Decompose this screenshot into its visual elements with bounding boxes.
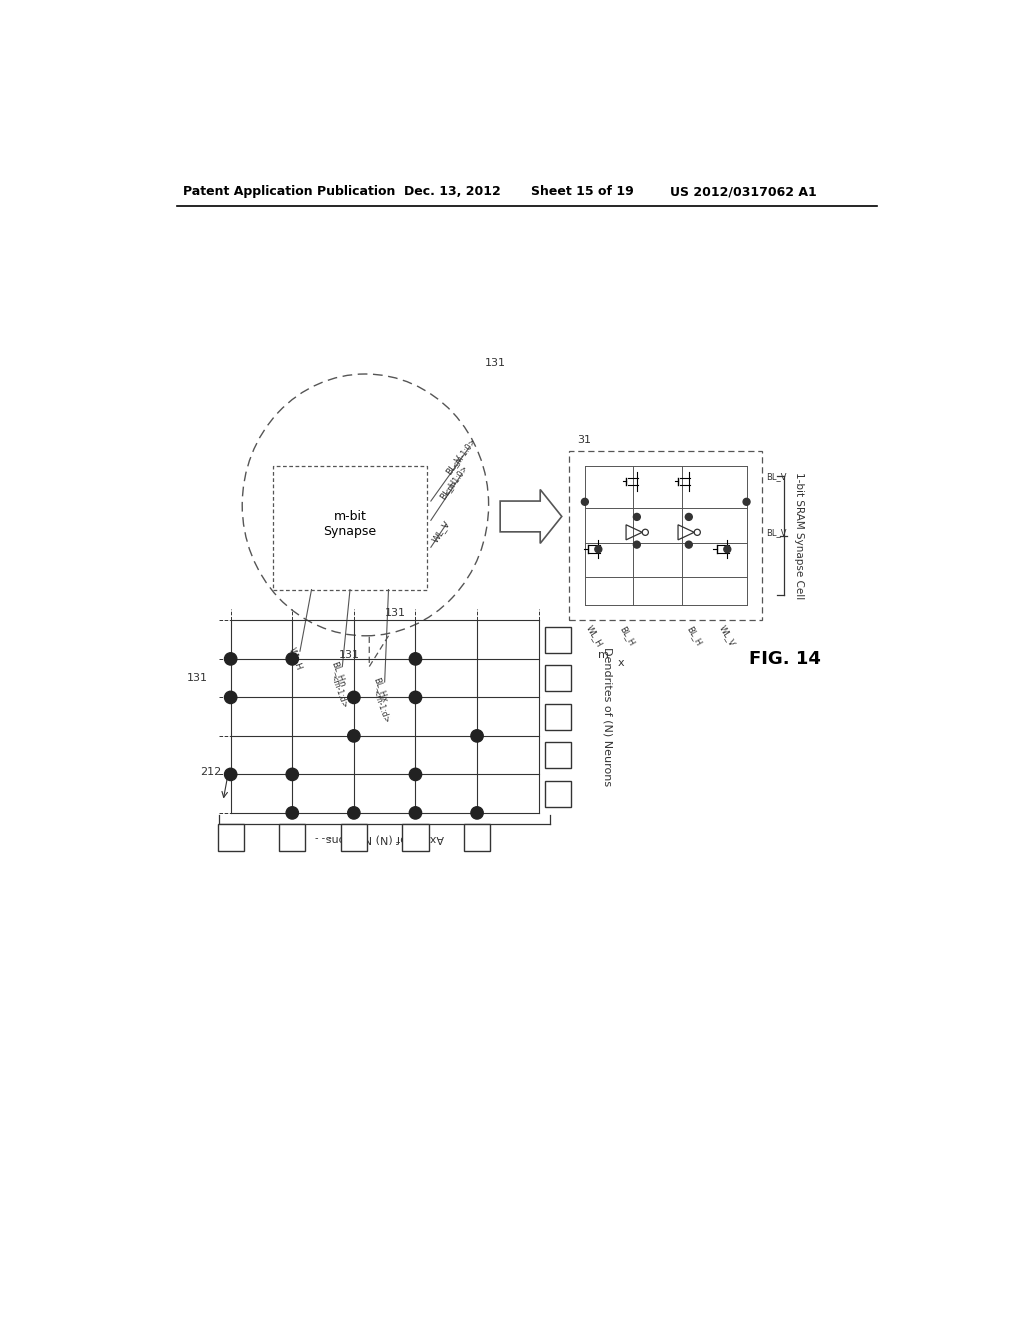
Text: BL_H: BL_H	[618, 624, 636, 647]
FancyBboxPatch shape	[341, 825, 367, 850]
Text: D: D	[552, 709, 564, 725]
Text: WL_V: WL_V	[431, 519, 453, 544]
Text: 212: 212	[200, 767, 221, 777]
FancyBboxPatch shape	[545, 665, 571, 692]
Text: D: D	[552, 787, 564, 801]
Text: 131: 131	[339, 649, 359, 660]
FancyBboxPatch shape	[545, 742, 571, 768]
Circle shape	[348, 730, 360, 742]
Circle shape	[685, 513, 692, 520]
Circle shape	[743, 499, 750, 506]
Text: 131: 131	[385, 607, 406, 618]
Text: WL_V: WL_V	[718, 623, 737, 648]
Circle shape	[410, 768, 422, 780]
Text: D: D	[552, 632, 564, 647]
Text: A: A	[287, 830, 297, 845]
Text: WL_H: WL_H	[585, 623, 604, 648]
Text: A: A	[349, 830, 359, 845]
Circle shape	[471, 807, 483, 818]
Text: x: x	[617, 657, 625, 668]
Text: 131: 131	[186, 673, 208, 684]
Text: Sheet 15 of 19: Sheet 15 of 19	[531, 185, 634, 198]
Circle shape	[595, 545, 602, 553]
Circle shape	[410, 807, 422, 818]
Text: Dec. 13, 2012: Dec. 13, 2012	[403, 185, 501, 198]
Circle shape	[634, 541, 640, 548]
Text: Dendrites of (N) Neurons: Dendrites of (N) Neurons	[603, 647, 613, 787]
Text: BL_V: BL_V	[766, 528, 786, 537]
FancyBboxPatch shape	[545, 627, 571, 653]
Text: US 2012/0317062 A1: US 2012/0317062 A1	[670, 185, 816, 198]
FancyBboxPatch shape	[569, 451, 762, 620]
Circle shape	[224, 653, 237, 665]
Circle shape	[582, 499, 589, 506]
Text: BL_H: BL_H	[685, 624, 703, 647]
Text: A: A	[225, 830, 236, 845]
FancyBboxPatch shape	[464, 825, 490, 850]
Circle shape	[685, 541, 692, 548]
Text: <m-1:0>: <m-1:0>	[451, 437, 477, 470]
Text: Patent Application Publication: Patent Application Publication	[183, 185, 395, 198]
Text: - - -: - - -	[314, 833, 332, 842]
Text: WL_H: WL_H	[288, 647, 304, 672]
Text: m: m	[598, 649, 609, 660]
FancyBboxPatch shape	[280, 825, 305, 850]
Text: BL_Hn: BL_Hn	[330, 660, 347, 688]
FancyBboxPatch shape	[217, 825, 244, 850]
Text: 131: 131	[484, 358, 506, 368]
Text: A: A	[472, 830, 482, 845]
Text: - -: - -	[552, 711, 563, 722]
Circle shape	[286, 807, 298, 818]
Text: Synapse: Synapse	[324, 525, 377, 539]
FancyBboxPatch shape	[545, 780, 571, 807]
Text: 1-bit SRAM Synapse Cell: 1-bit SRAM Synapse Cell	[794, 473, 804, 599]
Text: <m-1:0>: <m-1:0>	[442, 463, 470, 498]
Text: <m-1:d>: <m-1:d>	[329, 673, 348, 709]
Circle shape	[634, 513, 640, 520]
FancyBboxPatch shape	[545, 704, 571, 730]
Text: BL_V: BL_V	[766, 473, 786, 480]
Text: BL_H: BL_H	[437, 478, 458, 502]
Circle shape	[286, 768, 298, 780]
Circle shape	[410, 653, 422, 665]
Circle shape	[348, 692, 360, 704]
Circle shape	[224, 768, 237, 780]
Circle shape	[724, 545, 731, 553]
Text: BL_V: BL_V	[444, 453, 464, 475]
Text: m-bit: m-bit	[334, 510, 367, 523]
Text: D: D	[552, 671, 564, 685]
Circle shape	[410, 692, 422, 704]
Circle shape	[348, 807, 360, 818]
Text: A: A	[411, 830, 421, 845]
Text: <m-1:d>: <m-1:d>	[371, 689, 391, 725]
Circle shape	[224, 692, 237, 704]
Circle shape	[286, 653, 298, 665]
FancyBboxPatch shape	[402, 825, 429, 850]
Text: 31: 31	[578, 436, 591, 445]
Text: D: D	[552, 747, 564, 763]
Circle shape	[471, 730, 483, 742]
Text: Axons of (N) Neurons: Axons of (N) Neurons	[326, 833, 443, 843]
Text: BL_Hx: BL_Hx	[372, 676, 389, 704]
Text: FIG. 14: FIG. 14	[750, 649, 821, 668]
